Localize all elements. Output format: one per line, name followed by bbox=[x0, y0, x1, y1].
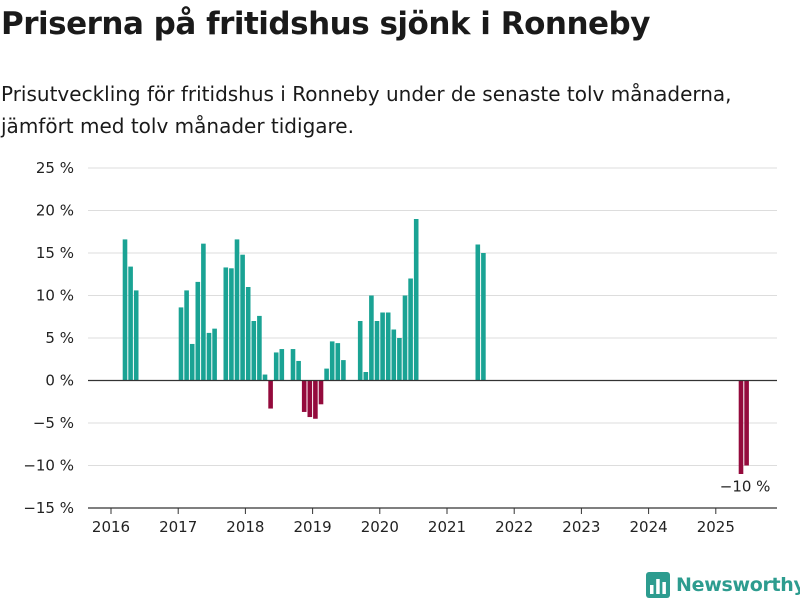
y-tick-label: −10 % bbox=[23, 457, 74, 475]
bar-2017-03 bbox=[189, 343, 195, 381]
bar-2025-05 bbox=[738, 380, 744, 474]
labels: 25 % 20 % 15 % 10 % 5 % 0 % −5 % −10 % −15 % 2016… bbox=[23, 159, 770, 536]
bar-2016-04 bbox=[128, 266, 133, 381]
bar-2020-07 bbox=[413, 219, 419, 381]
bar-2017-09 bbox=[223, 267, 229, 381]
bar-2017-10 bbox=[229, 268, 234, 381]
bar-2020-02 bbox=[385, 312, 391, 381]
y-tick-label: 25 % bbox=[36, 159, 74, 177]
bar-2020-06 bbox=[408, 278, 413, 381]
bar-2020-05 bbox=[402, 295, 408, 381]
bar-2017-12 bbox=[240, 254, 245, 381]
bar-2019-10 bbox=[363, 372, 369, 381]
y-tick-label: 20 % bbox=[36, 202, 74, 220]
x-tick-label: 2019 bbox=[294, 518, 332, 536]
bar-2019-09 bbox=[357, 321, 363, 381]
bar-2018-03 bbox=[257, 315, 262, 381]
bar-2018-02 bbox=[251, 321, 257, 381]
bar-2018-12 bbox=[307, 380, 313, 418]
x-tick-label: 2021 bbox=[428, 518, 466, 536]
bar-2018-11 bbox=[301, 380, 307, 412]
axes bbox=[88, 379, 777, 514]
x-tick-label: 2018 bbox=[226, 518, 264, 536]
x-tick-label: 2017 bbox=[159, 518, 197, 536]
bar-2018-09 bbox=[290, 349, 296, 381]
bar-2017-02 bbox=[184, 290, 189, 381]
bar-chart-logo-icon bbox=[646, 572, 670, 598]
bar-2018-01 bbox=[245, 287, 251, 381]
bar-2019-01 bbox=[313, 380, 318, 419]
y-tick-label: 10 % bbox=[36, 287, 74, 305]
bar-2017-11 bbox=[234, 239, 240, 381]
y-tick-label: −15 % bbox=[23, 499, 74, 517]
bar-2019-02 bbox=[318, 380, 324, 405]
data-label: −10 % bbox=[720, 478, 771, 496]
bar-2020-03 bbox=[391, 329, 397, 381]
bar-2016-03 bbox=[122, 239, 128, 381]
bars bbox=[122, 219, 749, 474]
brand-logo: Newsworthy bbox=[646, 570, 800, 600]
brand-name: Newsworthy bbox=[676, 574, 800, 596]
x-tick-label: 2022 bbox=[495, 518, 533, 536]
page-subtitle: Prisutveckling för fritidshus i Ronneby … bbox=[1, 82, 732, 138]
bar-2019-11 bbox=[369, 295, 374, 381]
x-tick-label: 2024 bbox=[630, 518, 668, 536]
bar-2019-12 bbox=[374, 321, 380, 381]
bar-2019-03 bbox=[324, 368, 329, 381]
bar-2018-10 bbox=[296, 360, 301, 381]
y-tick-label: 0 % bbox=[45, 372, 74, 390]
bar-2021-06 bbox=[475, 244, 481, 381]
bar-2019-06 bbox=[341, 360, 346, 381]
bar-2016-05 bbox=[133, 290, 139, 381]
x-tick-label: 2025 bbox=[697, 518, 735, 536]
bar-2017-05 bbox=[201, 243, 206, 381]
x-tick-label: 2023 bbox=[562, 518, 600, 536]
bar-2020-01 bbox=[380, 312, 385, 381]
bar-2018-05 bbox=[268, 380, 273, 409]
bar-2018-04 bbox=[262, 374, 268, 381]
x-tick-label: 2016 bbox=[92, 518, 130, 536]
bar-2018-07 bbox=[279, 349, 285, 381]
bar-2021-07 bbox=[481, 253, 486, 381]
bar-2017-06 bbox=[206, 332, 212, 381]
x-tick-label: 2020 bbox=[361, 518, 399, 536]
y-tick-label: −5 % bbox=[33, 414, 74, 432]
bar-2018-06 bbox=[273, 352, 279, 381]
bar-2020-04 bbox=[397, 338, 402, 381]
bar-2025-06 bbox=[744, 380, 749, 466]
y-tick-label: 15 % bbox=[36, 244, 74, 262]
grid-lines bbox=[88, 167, 777, 509]
bar-2019-05 bbox=[335, 343, 341, 381]
y-tick-label: 5 % bbox=[45, 329, 74, 347]
bar-2017-07 bbox=[212, 328, 217, 381]
bar-2017-04 bbox=[195, 281, 201, 381]
page-title: Priserna på fritidshus sjönk i Ronneby bbox=[1, 6, 650, 42]
bar-2017-01 bbox=[178, 307, 184, 381]
bar-2019-04 bbox=[329, 341, 335, 381]
